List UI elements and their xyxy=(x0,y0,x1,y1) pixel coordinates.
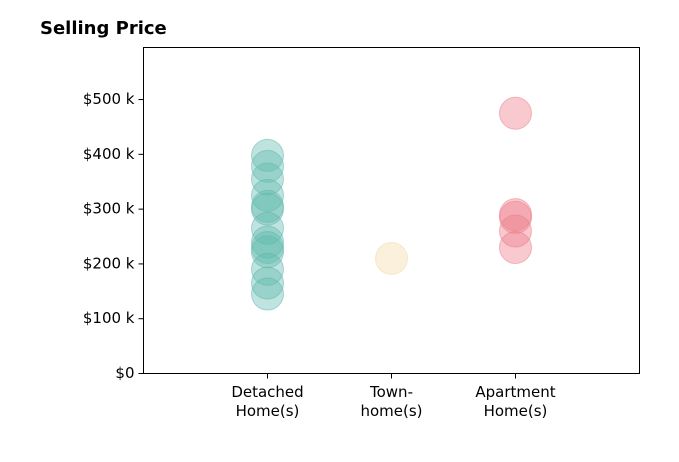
plot-frame xyxy=(143,47,640,374)
point xyxy=(251,149,284,183)
point xyxy=(251,252,284,286)
point xyxy=(251,192,284,226)
point xyxy=(251,178,284,212)
point xyxy=(499,200,532,234)
x-tick-label: Detached Home(s) xyxy=(231,382,304,420)
point xyxy=(499,96,532,130)
y-tick-label: $0 xyxy=(115,364,134,382)
y-tick-label: $300 k xyxy=(83,200,135,218)
y-tick-label: $100 k xyxy=(83,309,135,327)
point xyxy=(251,138,284,172)
y-tick-label: $400 k xyxy=(83,145,135,163)
point xyxy=(499,230,532,264)
x-tick-label: Apartment Home(s) xyxy=(475,382,556,420)
chart-title: Selling Price xyxy=(40,18,167,39)
point xyxy=(375,241,408,275)
y-tick-label: $200 k xyxy=(83,254,135,272)
point xyxy=(251,266,284,300)
y-tick-label: $500 k xyxy=(83,90,135,108)
point xyxy=(251,211,284,245)
x-tick-label: Town- home(s) xyxy=(360,382,423,420)
point xyxy=(251,277,284,311)
point xyxy=(251,235,284,269)
